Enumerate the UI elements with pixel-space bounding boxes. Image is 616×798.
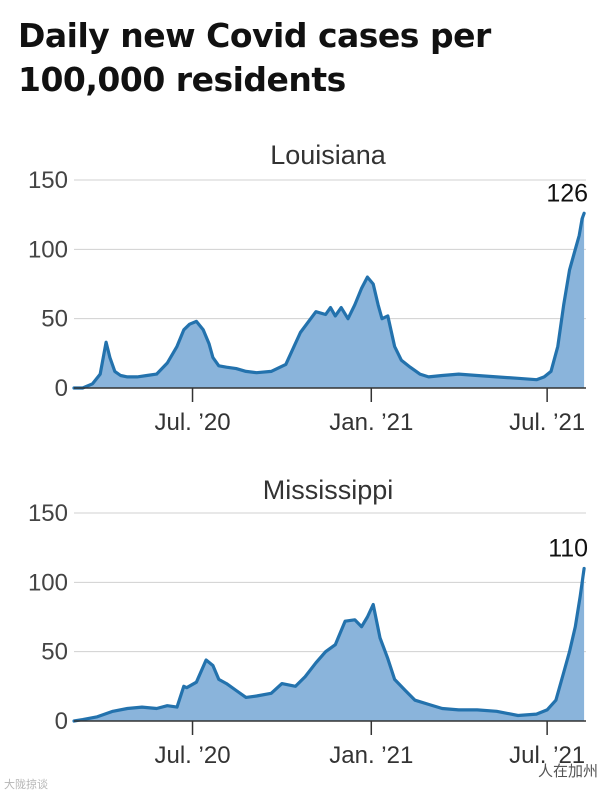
x-tick-label-2: Jul. ’21	[509, 409, 585, 436]
y-tick-label-100: 100	[28, 569, 68, 596]
x-tick-label-1: Jan. ’21	[329, 409, 413, 436]
panel-title-louisiana: Louisiana	[270, 140, 387, 170]
x-tick-label-0: Jul. ’20	[155, 742, 231, 765]
chart-mississippi: Mississippi 0 50 100 150 Jul. ’20 Jan. ’21 Jul.…	[28, 475, 588, 765]
y-tick-label-50: 50	[41, 306, 68, 333]
series-area-mississippi	[74, 568, 585, 721]
x-tick-label-0: Jul. ’20	[155, 409, 231, 436]
page-title: Daily new Covid cases per 100,000 reside…	[18, 16, 491, 99]
panel-title-mississippi: Mississippi	[263, 475, 394, 505]
y-tick-label-100: 100	[28, 236, 68, 263]
y-tick-label-0: 0	[55, 708, 68, 735]
y-tick-label-150: 150	[28, 500, 68, 527]
watermark-left: 大陇掠谈	[4, 779, 48, 791]
series-line-mississippi	[72, 566, 586, 723]
watermark-right: 人在加州	[537, 762, 598, 780]
y-tick-label-0: 0	[55, 375, 68, 402]
y-tick-label-150: 150	[28, 167, 68, 194]
y-tick-label-50: 50	[41, 639, 68, 666]
latest-value-label-mississippi: 110	[548, 534, 588, 562]
chart-louisiana: Louisiana 0 50 100 150 Jul. ’20 Jan. ’21 Jul. ’…	[28, 140, 588, 436]
x-tick-label-2: Jul. ’21	[509, 742, 585, 765]
series-line-louisiana	[72, 211, 586, 390]
latest-value-label-louisiana: 126	[546, 179, 588, 207]
series-area-louisiana	[74, 213, 585, 388]
x-tick-label-1: Jan. ’21	[329, 742, 413, 765]
